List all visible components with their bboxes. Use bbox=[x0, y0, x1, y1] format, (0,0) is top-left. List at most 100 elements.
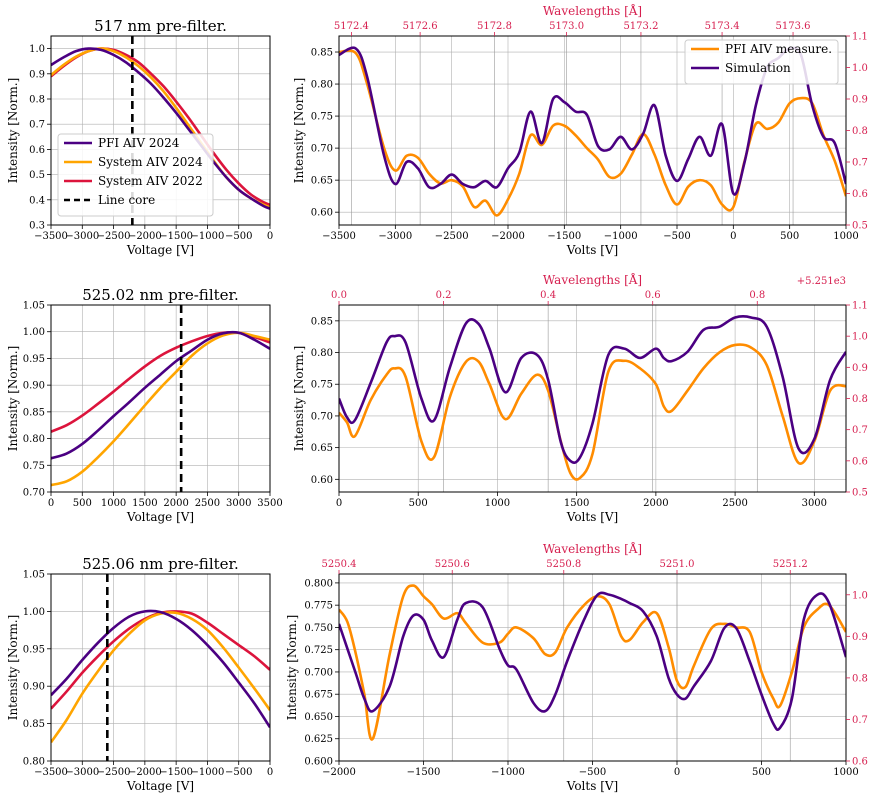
x-tick-label: 2500 bbox=[722, 498, 747, 509]
x-tick-label: 1000 bbox=[833, 231, 858, 242]
y-tick-label: 0.675 bbox=[304, 690, 333, 701]
y-tick-label: 1.00 bbox=[23, 327, 45, 338]
series-line-pfi-aiv-measure- bbox=[339, 584, 846, 741]
y2-tick-label: 0.6 bbox=[852, 456, 868, 467]
y2-tick-label: 1.0 bbox=[852, 590, 868, 601]
top-tick-label: 5251.0 bbox=[660, 559, 695, 570]
y-tick-label: 0.70 bbox=[311, 144, 333, 155]
legend-label: PFI AIV 2024 bbox=[98, 136, 180, 150]
y-axis-label: Intensity [Norm.] bbox=[292, 346, 306, 452]
axes-frame bbox=[50, 35, 271, 226]
y-tick-label: 0.60 bbox=[311, 475, 333, 486]
y-tick-label: 0.775 bbox=[304, 601, 333, 612]
y-tick-label: 0.75 bbox=[311, 380, 333, 391]
x-tick-label: 500 bbox=[780, 231, 799, 242]
legend-label: PFI AIV measure. bbox=[725, 42, 832, 56]
x-tick-label: 3000 bbox=[226, 498, 251, 509]
y-tick-label: 0.95 bbox=[23, 354, 45, 365]
x-axis-label: Voltage [V] bbox=[126, 243, 194, 257]
x-tick-label: −3500 bbox=[34, 767, 68, 778]
chart-title: 517 nm pre-filter. bbox=[94, 17, 227, 35]
y2-tick-label: 1.0 bbox=[852, 63, 868, 74]
x-tick-label: 0 bbox=[267, 231, 273, 242]
top-tick-label: 5173.4 bbox=[705, 21, 740, 32]
y-axis-label: Intensity [Norm.] bbox=[6, 615, 20, 721]
x-tick-label: 2000 bbox=[643, 498, 668, 509]
y2-tick-label: 0.7 bbox=[852, 715, 868, 726]
y-tick-label: 0.9 bbox=[29, 69, 45, 80]
y-tick-label: 0.800 bbox=[304, 578, 333, 589]
legend-label: Simulation bbox=[725, 61, 791, 75]
x-tick-label: 3000 bbox=[802, 498, 827, 509]
x-tick-label: −3500 bbox=[322, 231, 356, 242]
y-tick-label: 0.85 bbox=[23, 719, 45, 730]
y-tick-label: 0.600 bbox=[304, 757, 333, 768]
y2-tick-label: 0.7 bbox=[852, 158, 868, 169]
top-tick-label: 5250.8 bbox=[546, 559, 581, 570]
y-axis-label: Intensity [Norm.] bbox=[285, 615, 299, 721]
y2-tick-label: 0.8 bbox=[852, 673, 868, 684]
x-axis-label: Volts [V] bbox=[566, 510, 618, 524]
x-tick-label: 0 bbox=[48, 498, 54, 509]
x-tick-label: 1000 bbox=[833, 767, 858, 778]
x-axis-label: Volts [V] bbox=[566, 779, 618, 793]
y-tick-label: 0.6 bbox=[29, 145, 45, 156]
y2-tick-label: 1.1 bbox=[852, 32, 868, 43]
series-line-system-aiv-2024 bbox=[51, 611, 270, 744]
y-tick-label: 0.80 bbox=[23, 434, 45, 445]
x-tick-label: 500 bbox=[73, 498, 92, 509]
y-tick-label: 0.65 bbox=[311, 176, 333, 187]
series-line-system-aiv-2022 bbox=[51, 331, 270, 433]
chart-panel-p52506: −3500−3000−2500−2000−1500−1000 −500 0 0.80 0… bbox=[6, 555, 273, 793]
series-line-simulation bbox=[339, 591, 846, 732]
series-line-pfi-aiv-measure- bbox=[339, 49, 846, 217]
x-tick-label: 1000 bbox=[101, 498, 126, 509]
x-tick-label: 3500 bbox=[257, 498, 282, 509]
top-tick-label: 0.8 bbox=[749, 290, 765, 301]
y2-tick-label: 0.7 bbox=[852, 425, 868, 436]
x-tick-label: −1500 bbox=[159, 767, 193, 778]
series-line-simulation bbox=[339, 314, 846, 464]
top-tick-label: 5173.0 bbox=[549, 21, 584, 32]
top-tick-label: 5173.2 bbox=[623, 21, 658, 32]
top-tick-label: 5172.4 bbox=[334, 21, 369, 32]
x-tick-label: 0 bbox=[267, 767, 273, 778]
x-tick-label: −3000 bbox=[65, 231, 99, 242]
x-tick-label: 2500 bbox=[195, 498, 220, 509]
y-tick-label: 0.70 bbox=[311, 411, 333, 422]
y-tick-label: 0.70 bbox=[23, 488, 45, 499]
x-tick-label: −3500 bbox=[34, 231, 68, 242]
x-tick-label: −1500 bbox=[159, 231, 193, 242]
y-tick-label: 1.0 bbox=[29, 44, 45, 55]
x-tick-label: −1500 bbox=[407, 767, 441, 778]
y-tick-label: 0.85 bbox=[23, 407, 45, 418]
y-tick-label: 0.650 bbox=[304, 712, 333, 723]
top-tick-label: 0.2 bbox=[436, 290, 452, 301]
series-line-pfi-aiv-measure- bbox=[339, 343, 846, 481]
y-tick-label: 0.7 bbox=[29, 120, 45, 131]
x-axis-label: Voltage [V] bbox=[126, 510, 194, 524]
y2-tick-label: 0.6 bbox=[852, 757, 868, 768]
y-tick-label: 0.8 bbox=[29, 95, 45, 106]
y2-tick-label: 0.6 bbox=[852, 189, 868, 200]
x-tick-label: 1500 bbox=[132, 498, 157, 509]
chart-panel-p517: −3500−3000−2500−2000−1500−1000 −500 0 0.3 0.… bbox=[6, 17, 273, 257]
y-tick-label: 0.95 bbox=[23, 644, 45, 655]
x-tick-label: −3000 bbox=[65, 767, 99, 778]
y2-tick-label: 0.8 bbox=[852, 126, 868, 137]
x-tick-label: −2000 bbox=[322, 767, 356, 778]
x-tick-label: −2500 bbox=[97, 767, 131, 778]
legend: PFI AIV 2024 System AIV 2024 System AIV 20… bbox=[57, 133, 214, 217]
y-tick-label: 0.60 bbox=[311, 208, 333, 219]
y-tick-label: 0.75 bbox=[23, 461, 45, 472]
top-tick-label: 5250.6 bbox=[435, 559, 470, 570]
x-tick-label: 0 bbox=[674, 767, 680, 778]
series-line-pfi-aiv-2024 bbox=[51, 609, 270, 729]
legend: PFI AIV measure. Simulation bbox=[684, 39, 839, 85]
series-line-pfi-aiv-2024 bbox=[51, 330, 270, 460]
x-tick-label: 500 bbox=[752, 767, 771, 778]
top-tick-label: 0.4 bbox=[540, 290, 556, 301]
x-axis-label: Volts [V] bbox=[566, 243, 618, 257]
top-tick-label: 5173.6 bbox=[776, 21, 811, 32]
